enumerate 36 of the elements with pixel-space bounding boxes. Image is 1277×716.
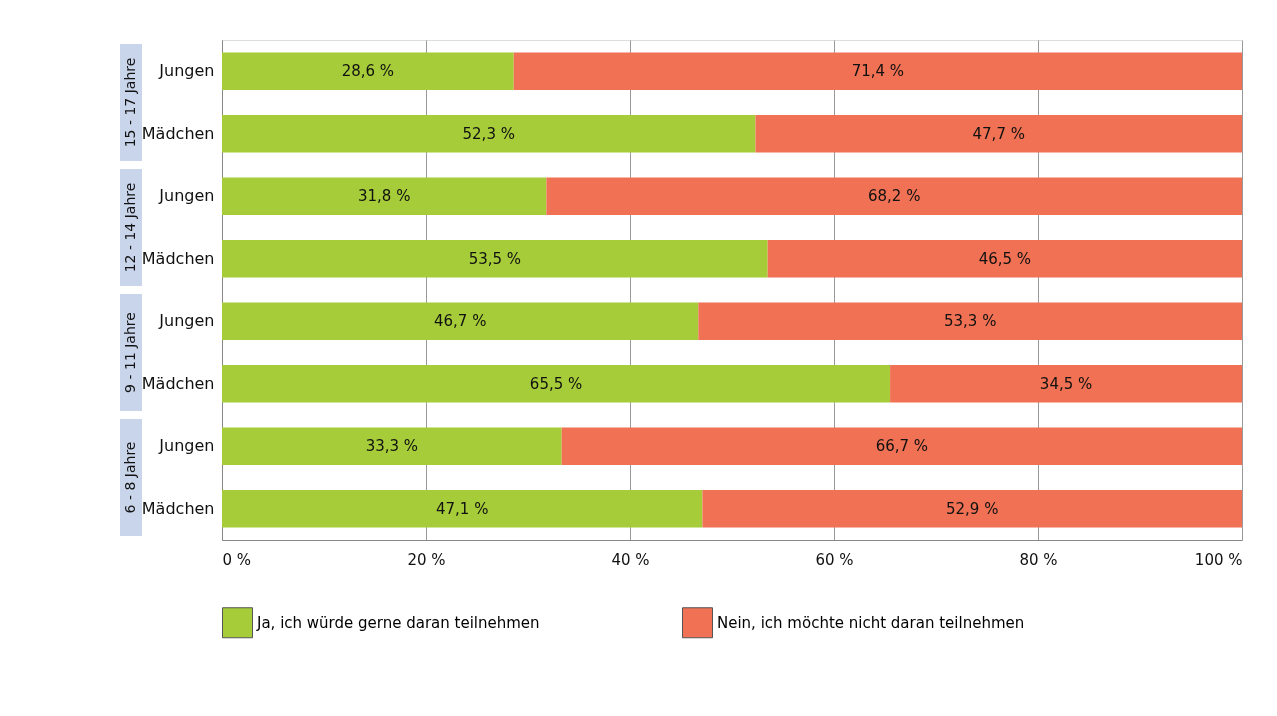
x-tick-label: 60 % <box>815 550 854 569</box>
data-label: 66,7 % <box>875 437 929 456</box>
text: 12 - 14 Jahre <box>122 182 138 273</box>
x-tick-label: 80 % <box>1019 550 1058 569</box>
data-label: 53,5 % <box>468 249 522 268</box>
y-tick-label: Mädchen <box>141 123 215 143</box>
x-tick-label: 0 % <box>222 550 252 569</box>
data-label: 46,5 % <box>978 249 1032 268</box>
data-label: 68,2 % <box>867 187 921 206</box>
y-tick-label: Mädchen <box>141 373 215 393</box>
data-label: 28,6 % <box>341 62 395 81</box>
text: 15 - 17 Jahre <box>122 57 138 148</box>
y-tick-label: Jungen <box>158 311 215 331</box>
data-label: 34,5 % <box>1039 374 1093 393</box>
data-label: 65,5 % <box>529 374 583 393</box>
data-label: 47,7 % <box>972 124 1025 143</box>
data-label: 53,3 % <box>943 312 997 331</box>
x-tick-label: 40 % <box>611 550 650 569</box>
y-tick-label: Jungen <box>158 186 215 206</box>
y-tick-label: Mädchen <box>141 498 215 518</box>
text: 9 - 11 Jahre <box>122 312 138 393</box>
data-label: 52,9 % <box>946 499 999 518</box>
data-label: 31,8 % <box>357 187 411 206</box>
y-tick-label: Jungen <box>158 61 215 81</box>
x-tick-label: 20 % <box>407 550 446 569</box>
text: 6 - 8 Jahre <box>122 441 138 514</box>
data-label: 52,3 % <box>462 124 515 143</box>
y-tick-label: Mädchen <box>141 248 215 268</box>
data-label: 71,4 % <box>851 62 905 81</box>
x-tick-label: 100 % <box>1194 550 1243 569</box>
data-label: 46,7 % <box>433 312 487 331</box>
data-label: 47,1 % <box>436 499 489 518</box>
legend-label: Ja, ich würde gerne daran teilnehmen <box>256 613 540 632</box>
data-label: 33,3 % <box>365 437 419 456</box>
y-tick-label: Jungen <box>158 436 215 456</box>
legend-label: Nein, ich möchte nicht daran teilnehmen <box>717 613 1025 632</box>
